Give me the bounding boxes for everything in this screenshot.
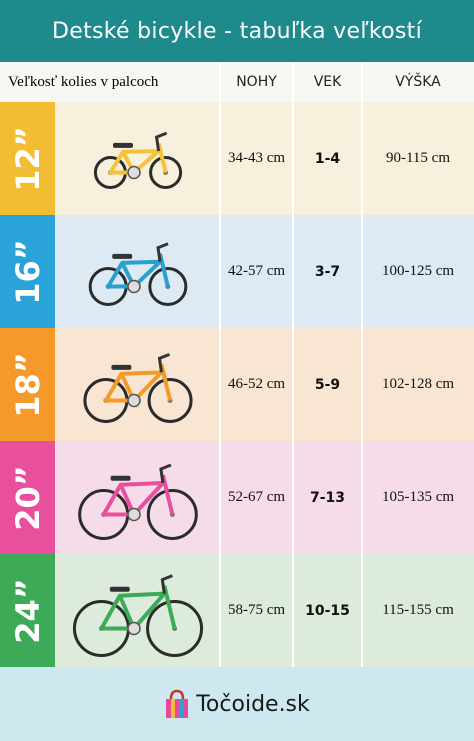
crank xyxy=(127,621,141,636)
handlebar xyxy=(154,131,168,152)
column-header: VÝŠKA xyxy=(395,74,441,90)
table-row: 12” 34-43 cm 1-4 90-115 cm xyxy=(0,102,474,215)
handlebar xyxy=(159,463,172,484)
bike-illustration xyxy=(72,574,204,657)
bike-illustration xyxy=(88,242,188,306)
crank xyxy=(127,393,141,408)
seat xyxy=(111,364,132,370)
wheel xyxy=(148,267,188,306)
divider xyxy=(361,62,363,667)
crank xyxy=(127,165,141,180)
age: 10-15 xyxy=(305,602,350,619)
wheel-size: 20” xyxy=(8,464,47,531)
wheel xyxy=(146,600,204,657)
age: 5-9 xyxy=(314,376,341,393)
table-row: 16” 42-57 cm 3-7 100-125 cm xyxy=(0,215,474,328)
age: 7-13 xyxy=(309,489,346,506)
size-tab: 18” xyxy=(0,328,55,441)
wheel-size: 12” xyxy=(8,125,47,192)
size-tab: 12” xyxy=(0,102,55,215)
height: 102-128 cm xyxy=(381,376,455,392)
leg-length: 52-67 cm xyxy=(227,489,286,505)
wheel-size: 16” xyxy=(8,238,47,305)
column-header: NOHY xyxy=(236,74,277,90)
divider xyxy=(219,62,221,667)
column-header: Veľkosť kolies v palcoch xyxy=(8,73,159,90)
size-tab: 20” xyxy=(0,441,55,554)
height: 100-125 cm xyxy=(381,263,455,279)
bike-illustration xyxy=(93,131,183,189)
seat xyxy=(113,142,133,148)
seat xyxy=(110,475,131,481)
handlebar xyxy=(156,242,169,262)
wheel xyxy=(146,489,198,540)
handlebar xyxy=(160,574,173,594)
handlebar xyxy=(157,352,171,373)
table-row: 18” 46-52 cm 5-9 102-128 cm xyxy=(0,328,474,441)
logo-icon xyxy=(166,689,189,718)
crank xyxy=(127,279,141,294)
leg-length: 34-43 cm xyxy=(227,150,286,166)
age: 1-4 xyxy=(314,150,341,167)
leg-length: 58-75 cm xyxy=(227,602,286,618)
crank xyxy=(127,507,141,522)
table-row: 24” 58-75 cm 10-15 115-155 cm xyxy=(0,554,474,667)
size-tab: 16” xyxy=(0,215,55,328)
footer: Točoide.sk xyxy=(0,667,474,741)
height: 115-155 cm xyxy=(382,602,454,618)
bike-illustration xyxy=(78,463,198,540)
height: 90-115 cm xyxy=(385,150,450,166)
title: Detské bicykle - tabuľka veľkostí xyxy=(0,0,474,62)
column-header-row: Veľkosť kolies v palcoch NOHY VEK VÝŠKA xyxy=(0,62,474,102)
wheel xyxy=(149,156,183,189)
height: 105-135 cm xyxy=(381,489,455,505)
wheel xyxy=(147,378,193,423)
seat xyxy=(109,586,130,592)
seat xyxy=(112,253,133,259)
size-tab: 24” xyxy=(0,554,55,667)
bike-illustration xyxy=(83,352,193,423)
wheel-size: 18” xyxy=(8,351,47,418)
logo-text: Točoide.sk xyxy=(196,691,310,717)
age: 3-7 xyxy=(314,263,341,280)
leg-length: 42-57 cm xyxy=(227,263,286,279)
leg-length: 46-52 cm xyxy=(227,376,286,392)
wheel-size: 24” xyxy=(8,577,47,644)
table-row: 20” 52-67 cm 7-13 105-135 cm xyxy=(0,441,474,554)
column-header: VEK xyxy=(313,74,342,90)
divider xyxy=(292,62,294,667)
